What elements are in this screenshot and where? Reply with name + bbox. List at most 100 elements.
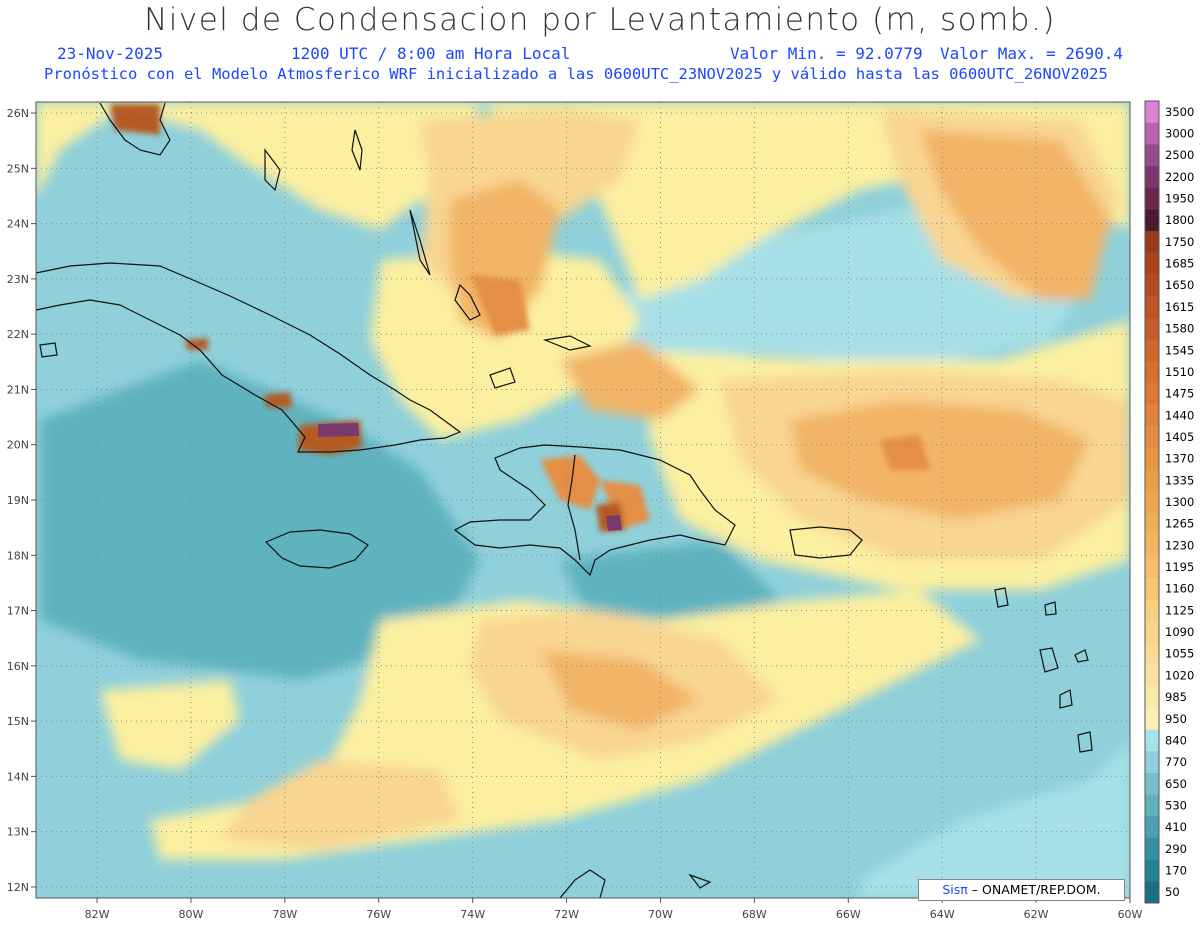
colorbar-swatch: [1145, 577, 1159, 601]
isla-juventud-coastline: [39, 342, 58, 358]
colorbar-swatch: [1145, 772, 1159, 796]
lat-tick-label: 20N: [7, 439, 29, 452]
field-yellow: [230, 110, 430, 220]
forecast-info-label: Pronóstico con el Modelo Atmosferico WRF…: [44, 65, 1108, 83]
lon-tick-label: 80W: [179, 908, 204, 921]
colorbar-label: 2500: [1165, 148, 1194, 162]
colorbar-label: 1440: [1165, 408, 1194, 422]
field-yellow: [370, 250, 640, 440]
date-label: 23-Nov-2025: [57, 44, 163, 63]
colorbar-label: 1510: [1165, 365, 1194, 379]
colorbar-label: 1230: [1165, 538, 1194, 552]
jamaica-coastline: [264, 529, 369, 569]
colorbar-label: 3000: [1165, 127, 1194, 141]
colorbar-swatch: [1145, 317, 1159, 340]
lon-tick-label: 74W: [460, 908, 485, 921]
field-yellow: [100, 680, 240, 770]
colorbar-swatch: [1145, 491, 1159, 514]
field-light-orange: [220, 760, 460, 850]
colorbar-label: 1405: [1165, 430, 1194, 444]
colorbar-label: 1335: [1165, 473, 1194, 487]
colorbar-label: 2200: [1165, 170, 1194, 184]
field-sea-dark: [40, 360, 480, 680]
min-value-label: Valor Min. = 92.0779: [730, 44, 923, 63]
colorbar-swatch: [1145, 556, 1159, 579]
colorbar-swatch: [1145, 122, 1159, 145]
colorbar-swatch: [1145, 816, 1159, 839]
haiti-dr-border: [567, 454, 581, 561]
lat-tick-label: 13N: [7, 826, 29, 839]
field-purple: [318, 423, 359, 437]
lat-tick-label: 14N: [7, 770, 29, 783]
colorbar-label: 1020: [1165, 668, 1194, 682]
puerto-rico-coastline: [789, 526, 863, 559]
colorbar-label: 1090: [1165, 625, 1194, 639]
credit-brand: Sisπ: [942, 882, 968, 897]
lon-tick-label: 66W: [836, 908, 861, 921]
colorbar-swatch: [1145, 686, 1159, 709]
field-orange: [540, 650, 700, 730]
colorbar-label: 650: [1165, 777, 1187, 791]
field-brown: [110, 104, 160, 135]
colorbar-label: 1370: [1165, 452, 1194, 466]
field-orange: [790, 400, 1090, 520]
colorbar-swatch: [1145, 274, 1159, 297]
coastlines: [36, 102, 1093, 898]
colorbar: 3500 3000 2500 2200 1950 1800 1750 1685 1650 1615…: [1144, 100, 1194, 904]
colorbar-swatch: [1145, 296, 1159, 319]
colorbar-label: 3500: [1165, 105, 1194, 119]
colorbar-swatch: [1145, 707, 1159, 731]
map-title: Nivel de Condensacion por Levantamiento …: [144, 2, 1056, 38]
south-american-coastline: [559, 869, 712, 898]
colorbar-swatch: [1145, 837, 1159, 861]
colorbar-swatch: [1145, 534, 1159, 557]
lat-tick-label: 21N: [7, 383, 29, 396]
lon-tick-label: 82W: [85, 908, 110, 921]
lat-tick-label: 12N: [7, 881, 29, 894]
lat-tick-label: 23N: [7, 273, 29, 286]
colorbar-frame: [1144, 100, 1160, 904]
lon-tick-label: 76W: [366, 908, 391, 921]
lon-tick-label: 70W: [648, 908, 673, 921]
colorbar-label: 985: [1165, 690, 1187, 704]
colorbar-label: 1125: [1165, 603, 1194, 617]
cuba-coastline: [36, 262, 462, 453]
field-purple: [606, 515, 622, 531]
colorbar-swatch: [1145, 144, 1159, 167]
colorbar-label: 1300: [1165, 495, 1194, 509]
colorbar-swatch: [1145, 426, 1159, 449]
lon-tick-label: 68W: [742, 908, 767, 921]
colorbar-swatch: [1145, 751, 1159, 774]
credit-box: Sisπ – ONAMET/REP.DOM.: [918, 879, 1125, 901]
lat-tick-label: 16N: [7, 660, 29, 673]
lon-tick-label: 62W: [1024, 908, 1049, 921]
colorbar-label: 1475: [1165, 387, 1194, 401]
credit-text: – ONAMET/REP.DOM.: [971, 882, 1101, 897]
lon-tick-label: 72W: [554, 908, 579, 921]
field-dark-orange: [540, 455, 600, 510]
field-dark-orange: [470, 275, 530, 335]
field-dark-orange: [600, 480, 650, 530]
colorbar-swatch: [1145, 729, 1159, 752]
lon-tick-label: 60W: [1118, 908, 1143, 921]
colorbar-swatch: [1145, 382, 1159, 405]
colorbar-label: 1265: [1165, 517, 1194, 531]
colorbar-label: 1195: [1165, 560, 1194, 574]
colorbar-swatch: [1145, 447, 1159, 470]
lat-tick-label: 18N: [7, 549, 29, 562]
lat-tick-label: 24N: [7, 218, 29, 231]
colorbar-swatch: [1145, 642, 1159, 666]
colorbar-swatch: [1145, 209, 1159, 232]
colorbar-swatch: [1145, 101, 1159, 124]
lat-tick-label: 19N: [7, 494, 29, 507]
colorbar-label: 840: [1165, 733, 1187, 747]
max-value-label: Valor Max. = 2690.4: [940, 44, 1124, 63]
colorbar-label: 1800: [1165, 213, 1194, 227]
colorbar-label: 1750: [1165, 235, 1194, 249]
lon-tick-label: 78W: [272, 908, 297, 921]
lat-tick-label: 25N: [7, 162, 29, 175]
colorbar-swatch: [1145, 404, 1159, 427]
colorbar-swatch: [1145, 231, 1159, 254]
colorbar-label: 1950: [1165, 192, 1194, 206]
